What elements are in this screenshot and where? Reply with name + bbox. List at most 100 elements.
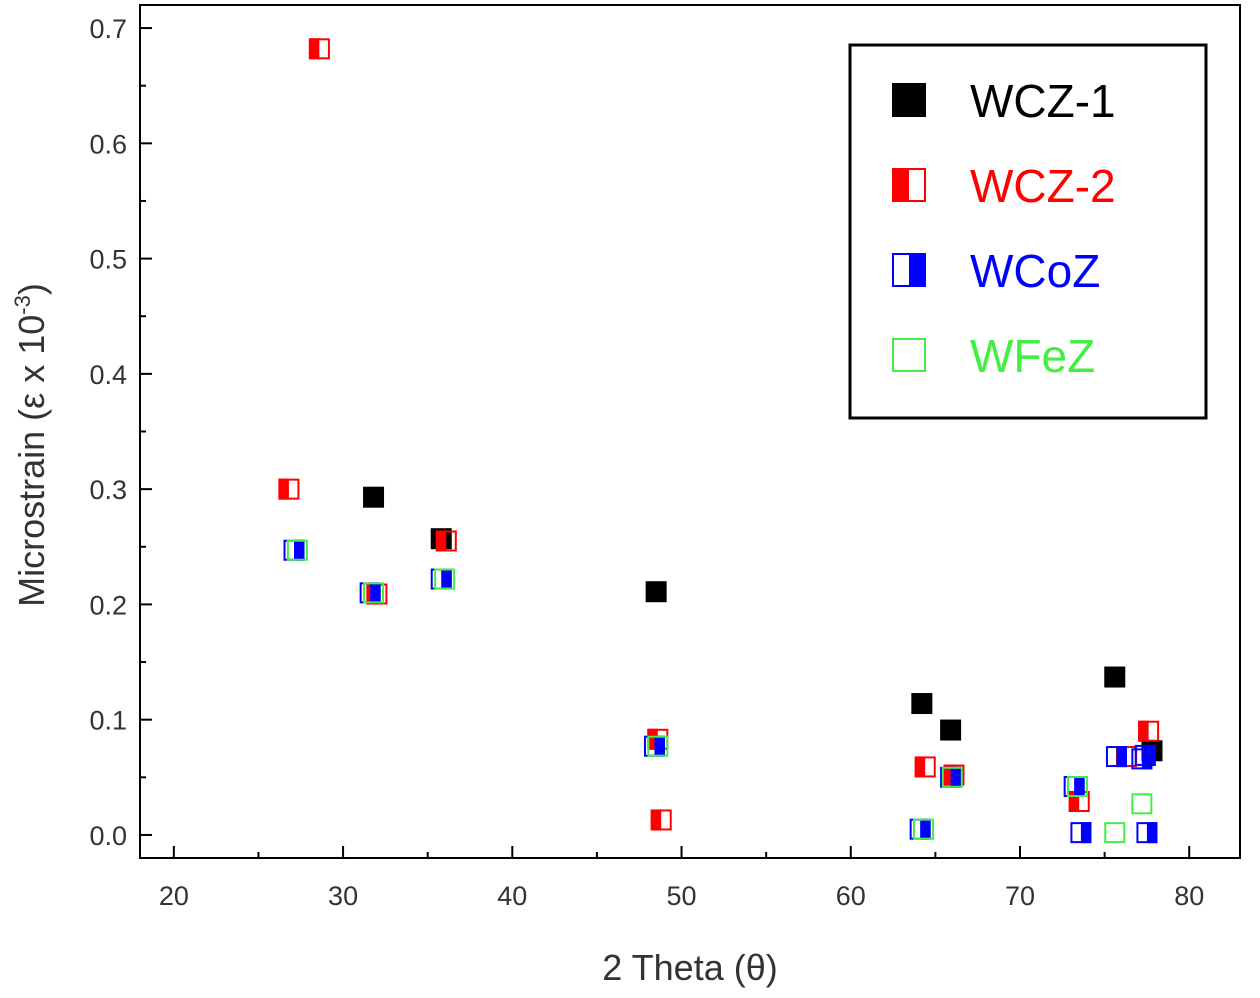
- data-point: [278, 478, 300, 500]
- marker-fill: [1068, 791, 1080, 813]
- series-layer: [278, 38, 1163, 844]
- x-tick-label: 60: [836, 881, 866, 911]
- marker-outline: [892, 253, 926, 287]
- legend-label: WFeZ: [970, 330, 1095, 382]
- marker-fill: [435, 530, 447, 552]
- data-point: [1070, 822, 1092, 844]
- data-point: [913, 818, 935, 840]
- marker-fill: [654, 735, 665, 757]
- data-point: [1104, 666, 1126, 688]
- marker-body: [940, 719, 962, 741]
- y-tick-label: 0.0: [89, 821, 127, 851]
- data-point: [286, 539, 308, 561]
- y-axis-label-exponent: -3: [10, 295, 35, 315]
- x-tick-label: 80: [1174, 881, 1204, 911]
- series-wcz-1: [363, 486, 1163, 762]
- legend-label: WCZ-2: [970, 160, 1116, 212]
- x-tick-label: 30: [328, 881, 358, 911]
- y-tick-label: 0.5: [89, 245, 127, 275]
- legend-marker: [892, 253, 926, 287]
- marker-outline: [1104, 822, 1126, 844]
- marker-outline: [650, 809, 672, 831]
- data-point: [914, 756, 936, 778]
- marker-fill: [1080, 822, 1092, 844]
- data-point: [434, 568, 456, 590]
- legend: WCZ-1 WCZ-2 WCoZ WFeZ: [848, 43, 1208, 420]
- data-point: [1131, 793, 1153, 815]
- marker-outline: [1131, 793, 1153, 815]
- y-tick-label: 0.7: [89, 14, 127, 44]
- legend-marker: [892, 338, 926, 372]
- y-tick-label: 0.4: [89, 360, 127, 390]
- y-axis-label-close: ): [11, 283, 52, 295]
- marker-outline: [435, 530, 457, 552]
- marker-outline: [363, 582, 385, 604]
- marker-outline: [913, 818, 935, 840]
- marker-outline: [647, 735, 669, 757]
- legend-marker: [892, 83, 926, 117]
- legend-item: WFeZ: [892, 330, 1095, 382]
- y-axis-label-main: Microstrain (ε x 10: [11, 315, 52, 607]
- legend-label: WCoZ: [970, 245, 1100, 297]
- marker-outline: [308, 38, 330, 60]
- data-point: [1136, 822, 1158, 844]
- marker-outline: [941, 766, 963, 788]
- legend-item: WCZ-1: [892, 75, 1116, 127]
- marker-body: [645, 581, 667, 603]
- legend-item: WCoZ: [892, 245, 1100, 297]
- marker-fill: [1145, 744, 1156, 766]
- marker-outline: [278, 478, 300, 500]
- marker-fill: [914, 756, 926, 778]
- y-axis-label: Microstrain (ε x 10-3): [10, 283, 52, 607]
- marker-fill: [647, 728, 658, 750]
- data-point: [363, 582, 385, 604]
- marker-fill: [278, 478, 289, 500]
- marker-body: [1104, 666, 1126, 688]
- marker-outline: [1136, 822, 1158, 844]
- marker-body: [363, 486, 385, 508]
- x-tick-label: 50: [667, 881, 697, 911]
- y-tick-label: 0.2: [89, 590, 127, 620]
- data-point: [363, 486, 385, 508]
- marker-fill: [950, 766, 962, 788]
- marker-outline: [434, 568, 456, 590]
- legend-marker: [892, 168, 926, 202]
- x-tick-label: 20: [159, 881, 189, 911]
- series-wcz-2: [278, 38, 1160, 831]
- series-wfez: [286, 539, 1153, 844]
- marker-fill: [1074, 776, 1085, 798]
- x-axis: 20 30 40 50 60 70 80: [159, 846, 1204, 911]
- marker-fill: [370, 582, 381, 604]
- y-tick-label: 0.1: [89, 706, 127, 736]
- x-axis-label: 2 Theta (θ): [602, 947, 777, 988]
- data-point: [308, 38, 330, 60]
- data-point: [1105, 746, 1127, 768]
- marker-fill: [650, 809, 662, 831]
- x-tick-label: 40: [497, 881, 527, 911]
- data-point: [911, 693, 933, 715]
- marker-fill: [294, 539, 305, 561]
- data-point: [941, 766, 963, 788]
- marker-fill: [1116, 746, 1127, 768]
- marker-outline: [914, 756, 936, 778]
- marker-body: [892, 83, 926, 117]
- marker-fill: [943, 764, 954, 786]
- y-tick-label: 0.3: [89, 475, 127, 505]
- marker-outline: [286, 539, 308, 561]
- series-wcoz: [283, 539, 1158, 844]
- data-point: [1138, 720, 1160, 742]
- y-tick-label: 0.6: [89, 129, 127, 159]
- marker-outline: [1067, 776, 1089, 798]
- marker-fill: [1138, 720, 1149, 742]
- legend-item: WCZ-2: [892, 160, 1116, 212]
- marker-body: [911, 693, 933, 715]
- legend-label: WCZ-1: [970, 75, 1116, 127]
- data-point: [1104, 822, 1126, 844]
- data-point: [940, 719, 962, 741]
- marker-outline: [1070, 822, 1092, 844]
- data-point: [650, 809, 672, 831]
- marker-outline: [1134, 744, 1156, 766]
- marker-fill: [1146, 822, 1158, 844]
